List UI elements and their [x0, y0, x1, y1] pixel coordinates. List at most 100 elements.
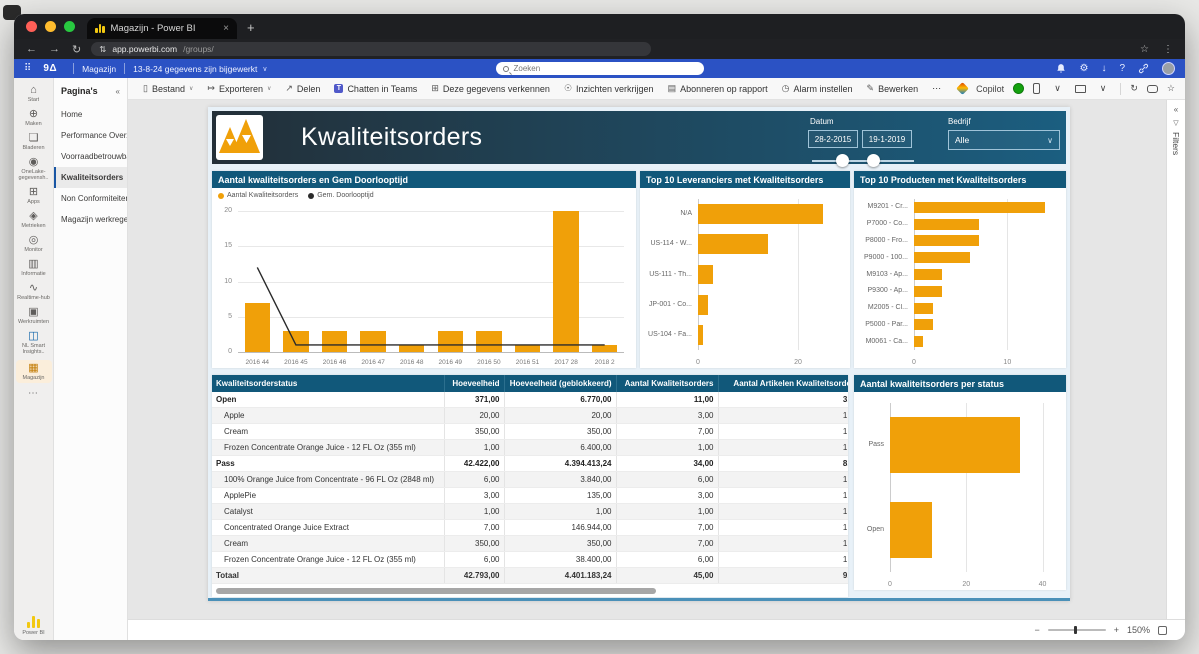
- horizontal-bar[interactable]: [698, 324, 703, 345]
- view-layout-icon[interactable]: [1074, 84, 1086, 93]
- table-header-cell[interactable]: Hoeveelheid: [444, 375, 505, 392]
- table-row[interactable]: Concentrated Orange Juice Extract 7,00 146…: [212, 519, 848, 536]
- gegevens-verkennen-button[interactable]: ⊞ Deze gegevens verkennen: [426, 81, 555, 96]
- copilot-label[interactable]: Copilot: [976, 83, 1005, 94]
- horizontal-bar[interactable]: [914, 336, 924, 348]
- page-item-home[interactable]: Home: [61, 110, 83, 119]
- horizontal-bar[interactable]: [890, 417, 1020, 474]
- horizontal-bar[interactable]: [914, 302, 933, 314]
- back-button[interactable]: ←: [26, 42, 37, 55]
- column-bar[interactable]: [591, 344, 618, 352]
- column-bar[interactable]: [437, 330, 464, 352]
- table-header-cell[interactable]: Kwaliteitsorderstatus: [212, 375, 445, 392]
- fit-to-page-icon[interactable]: [1158, 625, 1167, 635]
- table-header-cell[interactable]: Aantal Kwaliteitsorders: [616, 375, 719, 392]
- rail-item-monitor[interactable]: ◎ Monitor: [16, 234, 52, 253]
- rail-item-magazijn[interactable]: ▦ Magazijn: [15, 360, 52, 383]
- rail-item-realtime-hub[interactable]: ∿ Realtime-hub: [16, 282, 52, 301]
- column-bar[interactable]: [244, 302, 271, 352]
- horizontal-bar[interactable]: [914, 285, 942, 297]
- data-update-status[interactable]: 13-8-24 gegevens zijn bijgewerkt: [133, 63, 258, 74]
- horizontal-bar[interactable]: [698, 264, 713, 285]
- bar-chart-plot[interactable]: 0 20 40 Pass Open: [858, 395, 1060, 588]
- bar-chart-plot[interactable]: 0 10 M9201 - Cr... P7000 - Co... P8000 - Fro…: [858, 191, 1060, 366]
- rail-item-werkruimten[interactable]: ▣ Werkruimten: [16, 306, 52, 325]
- horizontal-bar[interactable]: [698, 294, 708, 315]
- legend-item[interactable]: Aantal Kwaliteitsorders: [218, 192, 298, 199]
- maximize-window-button[interactable]: [64, 21, 75, 32]
- page-item-performance-overzicht[interactable]: Performance Overzicht: [61, 131, 127, 140]
- table-row[interactable]: 100% Orange Juice from Concentrate - 96 …: [212, 471, 848, 488]
- bewerken-button[interactable]: ✎ Bewerken: [862, 81, 924, 96]
- rail-item-onelake[interactable]: ◉ OneLake-gegevensh..: [16, 156, 52, 181]
- collapse-pages-icon[interactable]: «: [115, 86, 120, 96]
- search-input[interactable]: Zoeken: [495, 62, 704, 75]
- combo-chart-plot[interactable]: 0 5 10 15 20 2016 44 2016 45 2016 46 2016 47 2016…: [216, 205, 632, 366]
- page-item-kwaliteitsorders[interactable]: Kwaliteitsorders: [54, 167, 127, 188]
- org-logo[interactable]: 9Δ: [43, 63, 58, 74]
- alarm-instellen-button[interactable]: ◷ Alarm instellen: [777, 81, 858, 96]
- bookmark-star-icon[interactable]: ☆: [1140, 43, 1149, 55]
- horizontal-bar[interactable]: [890, 501, 932, 558]
- table-horizontal-scrollbar[interactable]: [216, 588, 656, 594]
- minimize-window-button[interactable]: [45, 21, 56, 32]
- bestand-button[interactable]: ▯ Bestand ∨: [138, 81, 198, 96]
- rail-item-informatie[interactable]: ▥ Informatie: [16, 258, 52, 277]
- window-controls[interactable]: [26, 21, 75, 32]
- column-bar[interactable]: [321, 330, 348, 352]
- slider-handle-start[interactable]: [836, 154, 849, 167]
- table-header-cell[interactable]: Hoeveelheid (geblokkeerd): [504, 375, 617, 392]
- notifications-bell-icon[interactable]: [1056, 63, 1066, 74]
- page-item-voorraadbetrouwbaarh[interactable]: Voorraadbetrouwbaarh...: [61, 152, 127, 161]
- chatten-in-teams-button[interactable]: T Chatten in Teams: [329, 82, 422, 96]
- horizontal-bar[interactable]: [914, 235, 980, 247]
- horizontal-bar[interactable]: [698, 234, 768, 255]
- horizontal-bar[interactable]: [914, 319, 933, 331]
- bar-chart-plot[interactable]: 0 20 N/A US-114 - W... US-111 - Th... JP-001 …: [644, 191, 844, 366]
- zoom-in-icon[interactable]: +: [1113, 625, 1119, 635]
- exporteren-button[interactable]: ↦ Exporteren ∨: [202, 81, 276, 96]
- rail-item-bladeren[interactable]: ❏ Bladeren: [16, 132, 52, 151]
- horizontal-bar[interactable]: [914, 201, 1045, 213]
- abonneren-op-rapport-button[interactable]: ▤ Abonneren op rapport: [663, 81, 773, 96]
- date-range-slider[interactable]: [812, 154, 914, 167]
- zoom-slider[interactable]: [1047, 626, 1106, 634]
- column-bar[interactable]: [553, 211, 579, 352]
- horizontal-bar[interactable]: [914, 218, 980, 230]
- filters-pane[interactable]: « ▽ Filters: [1166, 100, 1185, 619]
- comment-icon[interactable]: [1146, 84, 1158, 93]
- delen-button[interactable]: ↗ Delen: [280, 81, 325, 96]
- legend-item[interactable]: Gem. Doorlooptijd: [308, 192, 374, 199]
- url-field[interactable]: ⇅ app.powerbi.com/groups/: [91, 42, 652, 56]
- rail-item-metrieken[interactable]: ◈ Metrieken: [16, 210, 52, 229]
- column-bar[interactable]: [283, 330, 309, 352]
- inzichten-verkrijgen-button[interactable]: ☉ Inzichten verkrijgen: [559, 81, 659, 96]
- favorite-star-icon[interactable]: ☆: [1166, 83, 1175, 93]
- horizontal-bar[interactable]: [698, 204, 823, 225]
- user-avatar[interactable]: [1162, 62, 1175, 75]
- rail-item-start[interactable]: ⌂ Start: [16, 84, 52, 103]
- browser-tab[interactable]: Magazijn - Power BI ×: [87, 18, 237, 39]
- new-tab-button[interactable]: +: [247, 20, 255, 35]
- site-settings-icon[interactable]: ⇅: [99, 43, 107, 54]
- page-item-non-conformiteiten[interactable]: Non Conformiteiten: [61, 194, 127, 203]
- company-dropdown[interactable]: Alle ∨: [948, 130, 1060, 150]
- presence-badge-icon[interactable]: [1013, 83, 1025, 94]
- rail-item-nl-smart-insights[interactable]: ◫ NL Smart Insights..: [16, 330, 52, 355]
- settings-gear-icon[interactable]: ⚙: [1079, 63, 1089, 74]
- waffle-menu-icon[interactable]: ⠿: [24, 63, 32, 74]
- feedback-link-icon[interactable]: [1138, 63, 1149, 74]
- column-bar[interactable]: [476, 330, 502, 352]
- rail-item-apps[interactable]: ⊞ Apps: [16, 186, 52, 205]
- table-row[interactable]: Frozen Concentrate Orange Juice - 12 FL …: [212, 551, 848, 568]
- column-bar[interactable]: [360, 330, 386, 352]
- rail-item-maken[interactable]: ⊕ Maken: [16, 108, 52, 127]
- refresh-icon[interactable]: ↻: [1130, 83, 1138, 93]
